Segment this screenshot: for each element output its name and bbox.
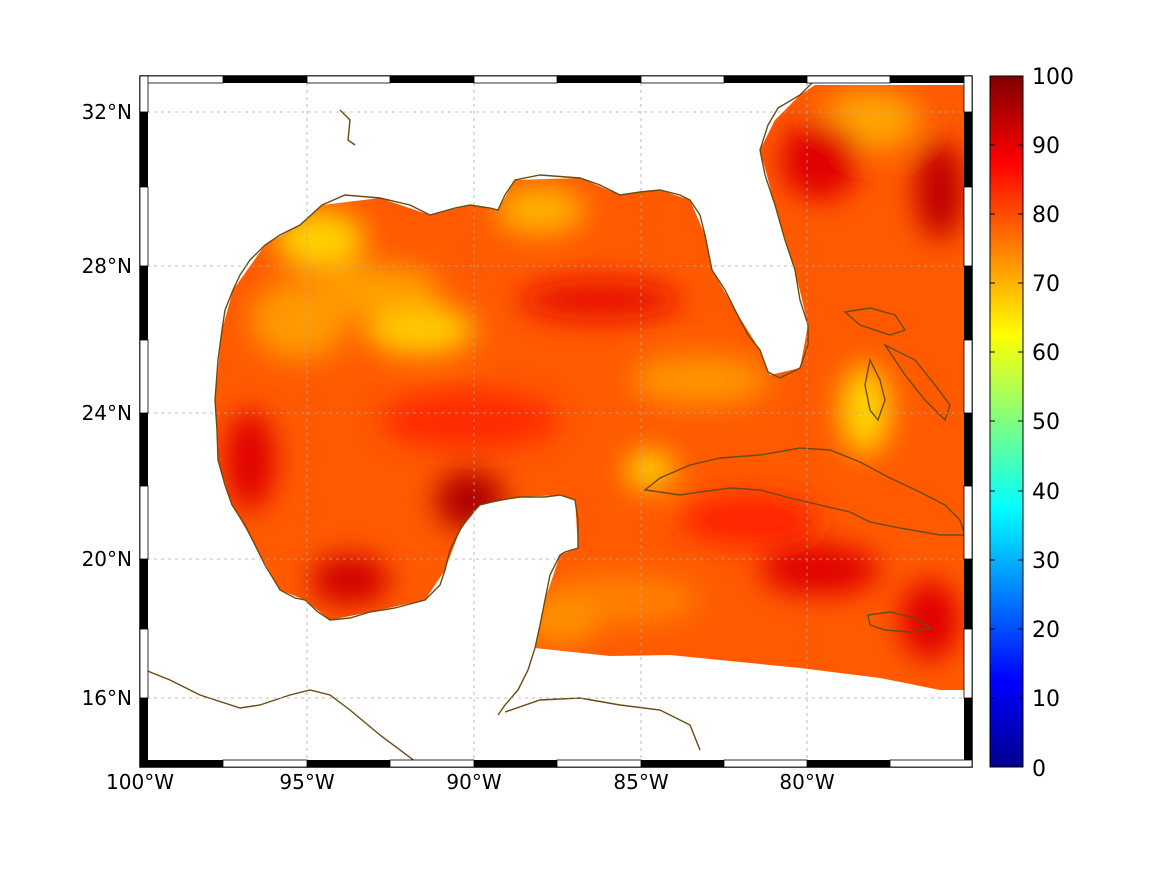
lat-tick-label: 24°N [82, 401, 132, 425]
lon-tick-label: 100°W [106, 770, 174, 794]
lon-tick-label: 95°W [279, 770, 334, 794]
colorbar-label: 40 [1032, 480, 1060, 505]
us-gulf-coastline [321, 79, 816, 379]
lat-tick-labels: 32°N 28°N 24°N 20°N 16°N [82, 100, 132, 710]
colorbar-label: 90 [1032, 134, 1060, 159]
lat-tick-label: 20°N [82, 547, 132, 571]
colorbar-label: 50 [1032, 410, 1060, 435]
graticule [140, 76, 972, 767]
central-america-coastline [139, 667, 421, 766]
bahamas-coastline [843, 307, 951, 422]
colorbar-label: 0 [1032, 757, 1046, 782]
map-frame [139, 75, 973, 768]
colorbar-label: 10 [1032, 687, 1060, 712]
mexico-gulf-coastline [214, 204, 579, 716]
yucatan-island [339, 109, 356, 146]
colorbar: 100 90 80 70 60 50 40 30 20 10 0 [989, 65, 1074, 782]
lat-tick-label: 16°N [82, 686, 132, 710]
lon-tick-labels: 100°W 95°W 90°W 85°W 80°W [106, 770, 835, 794]
colorbar-label: 100 [1032, 65, 1074, 90]
lat-tick-label: 32°N [82, 100, 132, 124]
lat-tick-label: 28°N [82, 254, 132, 278]
lon-tick-label: 90°W [446, 770, 501, 794]
colorbar-ticks [990, 144, 1023, 699]
colorbar-label: 70 [1032, 272, 1060, 297]
ocean-data-field [215, 85, 965, 690]
colorbar-label: 80 [1032, 203, 1060, 228]
colorbar-label: 60 [1032, 341, 1060, 366]
colorbar-label: 20 [1032, 618, 1060, 643]
jamaica-coastline [867, 611, 932, 633]
coastlines [139, 79, 966, 766]
lon-tick-label: 80°W [779, 770, 834, 794]
lon-tick-label: 85°W [613, 770, 668, 794]
colorbar-label: 30 [1032, 549, 1060, 574]
honduras-coastline [504, 697, 701, 751]
